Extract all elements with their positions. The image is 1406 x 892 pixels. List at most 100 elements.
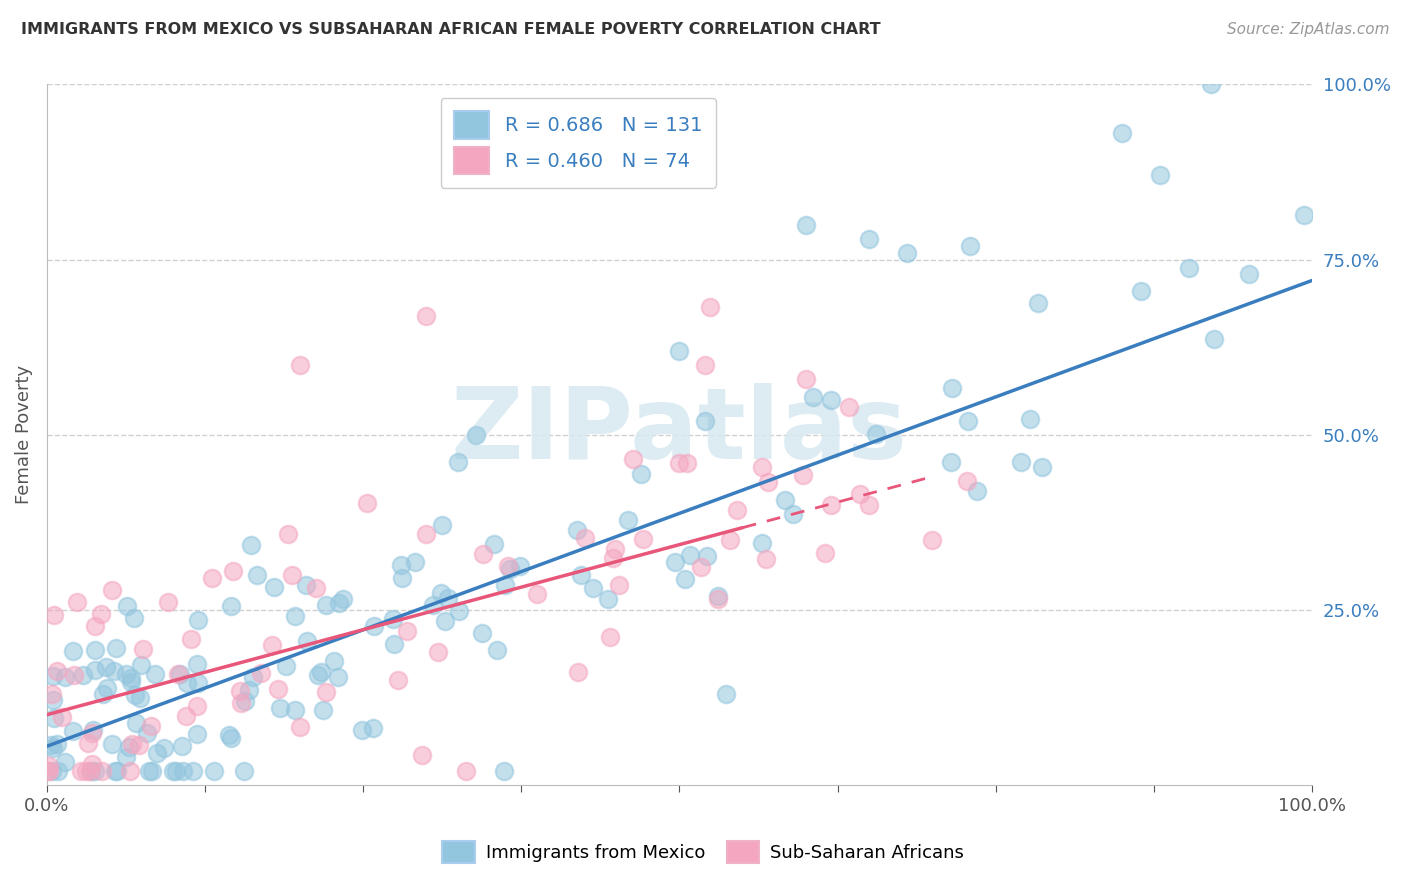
Point	[472, 547, 495, 561]
Point	[312, 703, 335, 717]
Point	[673, 572, 696, 586]
Point	[84, 619, 107, 633]
Point	[174, 708, 197, 723]
Point	[162, 764, 184, 778]
Point	[53, 670, 76, 684]
Point	[231, 696, 253, 710]
Point	[82, 723, 104, 737]
Point	[382, 637, 405, 651]
Point	[966, 483, 988, 498]
Point	[387, 673, 409, 687]
Point	[44, 711, 66, 725]
Point	[471, 625, 494, 640]
Point	[276, 658, 298, 673]
Point	[170, 739, 193, 753]
Point	[848, 487, 870, 501]
Point	[427, 645, 450, 659]
Point	[262, 638, 284, 652]
Point	[125, 715, 148, 730]
Point	[42, 608, 65, 623]
Point	[415, 309, 437, 323]
Point	[465, 428, 488, 442]
Point	[322, 654, 344, 668]
Point	[295, 633, 318, 648]
Point	[725, 503, 748, 517]
Point	[621, 451, 644, 466]
Point	[720, 533, 742, 548]
Point	[186, 727, 208, 741]
Point	[820, 392, 842, 407]
Point	[91, 687, 114, 701]
Point	[526, 587, 548, 601]
Point	[129, 658, 152, 673]
Point	[1199, 78, 1222, 92]
Point	[381, 612, 404, 626]
Point	[157, 595, 180, 609]
Point	[679, 548, 702, 562]
Point	[328, 670, 350, 684]
Point	[605, 541, 627, 556]
Point	[959, 238, 981, 252]
Point	[229, 684, 252, 698]
Point	[446, 455, 468, 469]
Point	[103, 764, 125, 778]
Point	[41, 739, 63, 753]
Point	[105, 764, 128, 778]
Point	[66, 594, 89, 608]
Y-axis label: Female Poverty: Female Poverty	[15, 365, 32, 504]
Point	[773, 492, 796, 507]
Point	[782, 507, 804, 521]
Point	[956, 414, 979, 428]
Point	[429, 586, 451, 600]
Point	[315, 598, 337, 612]
Point	[83, 663, 105, 677]
Point	[249, 665, 271, 680]
Point	[430, 518, 453, 533]
Point	[602, 550, 624, 565]
Point	[219, 731, 242, 746]
Point	[96, 681, 118, 695]
Point	[115, 599, 138, 613]
Point	[46, 764, 69, 778]
Point	[755, 552, 778, 566]
Point	[38, 764, 60, 778]
Point	[404, 555, 426, 569]
Point	[941, 455, 963, 469]
Point	[101, 737, 124, 751]
Point	[143, 666, 166, 681]
Point	[574, 531, 596, 545]
Point	[186, 699, 208, 714]
Point	[53, 755, 76, 769]
Point	[132, 642, 155, 657]
Point	[187, 613, 209, 627]
Point	[219, 599, 242, 614]
Point	[77, 736, 100, 750]
Point	[136, 726, 159, 740]
Point	[422, 598, 444, 612]
Point	[690, 560, 713, 574]
Point	[41, 764, 63, 778]
Point	[668, 456, 690, 470]
Point	[582, 582, 605, 596]
Point	[494, 764, 516, 778]
Point	[172, 764, 194, 778]
Point	[176, 675, 198, 690]
Point	[630, 467, 652, 481]
Point	[1237, 267, 1260, 281]
Point	[35, 764, 58, 778]
Point	[794, 371, 817, 385]
Point	[499, 562, 522, 576]
Point	[865, 426, 887, 441]
Point	[239, 538, 262, 552]
Point	[233, 694, 256, 708]
Point	[941, 381, 963, 395]
Point	[352, 723, 374, 737]
Point	[631, 532, 654, 546]
Point	[84, 764, 107, 778]
Point	[391, 571, 413, 585]
Point	[447, 604, 470, 618]
Point	[956, 474, 979, 488]
Point	[896, 245, 918, 260]
Point	[361, 721, 384, 735]
Point	[794, 218, 817, 232]
